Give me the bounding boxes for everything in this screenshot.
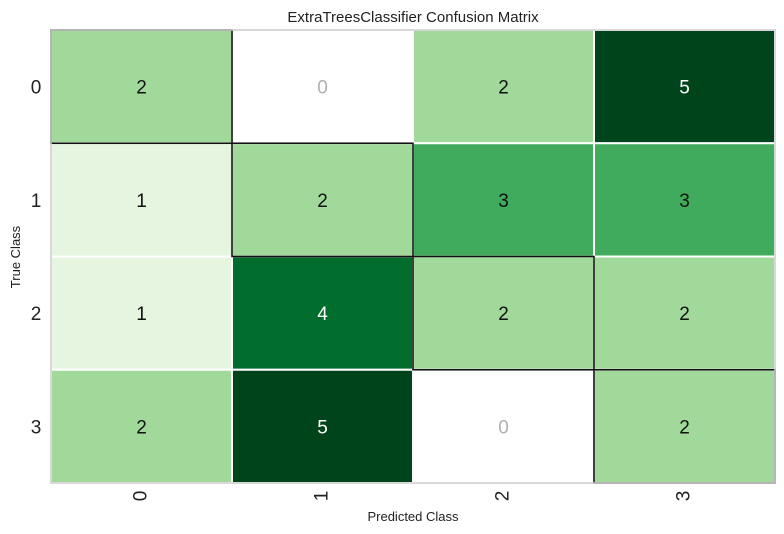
cell-value-r0-c3: 5 — [679, 78, 690, 99]
x-tick-label-3: 3 — [674, 491, 695, 502]
cell-value-r0-c2: 2 — [498, 78, 509, 99]
heatmap-cell-r0-c0 — [50, 29, 233, 145]
diagonal-cell-outline-1 — [231, 142, 414, 258]
y-tick-label-1: 1 — [31, 191, 42, 212]
heatmap-cell-r1-c1 — [231, 142, 414, 258]
x-tick-label-0: 0 — [131, 491, 152, 502]
cell-value-r3-c1: 5 — [317, 417, 328, 438]
x-axis-ticks: 0 1 2 3 — [131, 491, 695, 502]
cell-value-r0-c1: 0 — [317, 78, 328, 99]
chart-title: ExtraTreesClassifier Confusion Matrix — [287, 9, 539, 26]
y-tick-label-2: 2 — [31, 304, 42, 325]
cell-value-r3-c3: 2 — [679, 417, 690, 438]
heatmap-cells — [50, 29, 776, 484]
y-axis-ticks: 0 1 2 3 — [31, 78, 42, 439]
cell-value-r2-c0: 1 — [136, 304, 147, 325]
y-axis-label: True Class — [8, 225, 23, 288]
heatmap-cell-r0-c1 — [231, 29, 414, 145]
cell-value-r2-c1: 4 — [317, 304, 328, 325]
cell-value-r3-c0: 2 — [136, 417, 147, 438]
x-tick-label-2: 2 — [493, 491, 514, 502]
cell-value-r0-c0: 2 — [136, 78, 147, 99]
x-axis-label: Predicted Class — [367, 509, 459, 524]
heatmap-cell-labels: 2 0 2 5 1 2 3 3 1 4 2 2 2 5 0 2 — [136, 78, 690, 439]
cell-value-r1-c0: 1 — [136, 191, 147, 212]
heatmap-cell-r1-c3 — [593, 142, 776, 258]
cell-value-r2-c3: 2 — [679, 304, 690, 325]
diagonal-cell-outline-2 — [412, 255, 595, 371]
cell-value-r1-c3: 3 — [679, 191, 690, 212]
y-tick-label-0: 0 — [31, 78, 42, 99]
cell-value-r1-c2: 3 — [498, 191, 509, 212]
x-tick-label-1: 1 — [312, 491, 333, 502]
heatmap-cell-r2-c3 — [593, 255, 776, 371]
heatmap-cell-r0-c3 — [593, 29, 776, 145]
plot-frame — [50, 29, 776, 484]
heatmap-cell-r2-c1 — [231, 255, 414, 371]
cell-value-r1-c1: 2 — [317, 191, 328, 212]
cell-value-r3-c2: 0 — [498, 417, 509, 438]
heatmap-cell-r3-c1 — [231, 368, 414, 484]
y-tick-label-3: 3 — [31, 417, 42, 438]
cell-value-r2-c2: 2 — [498, 304, 509, 325]
